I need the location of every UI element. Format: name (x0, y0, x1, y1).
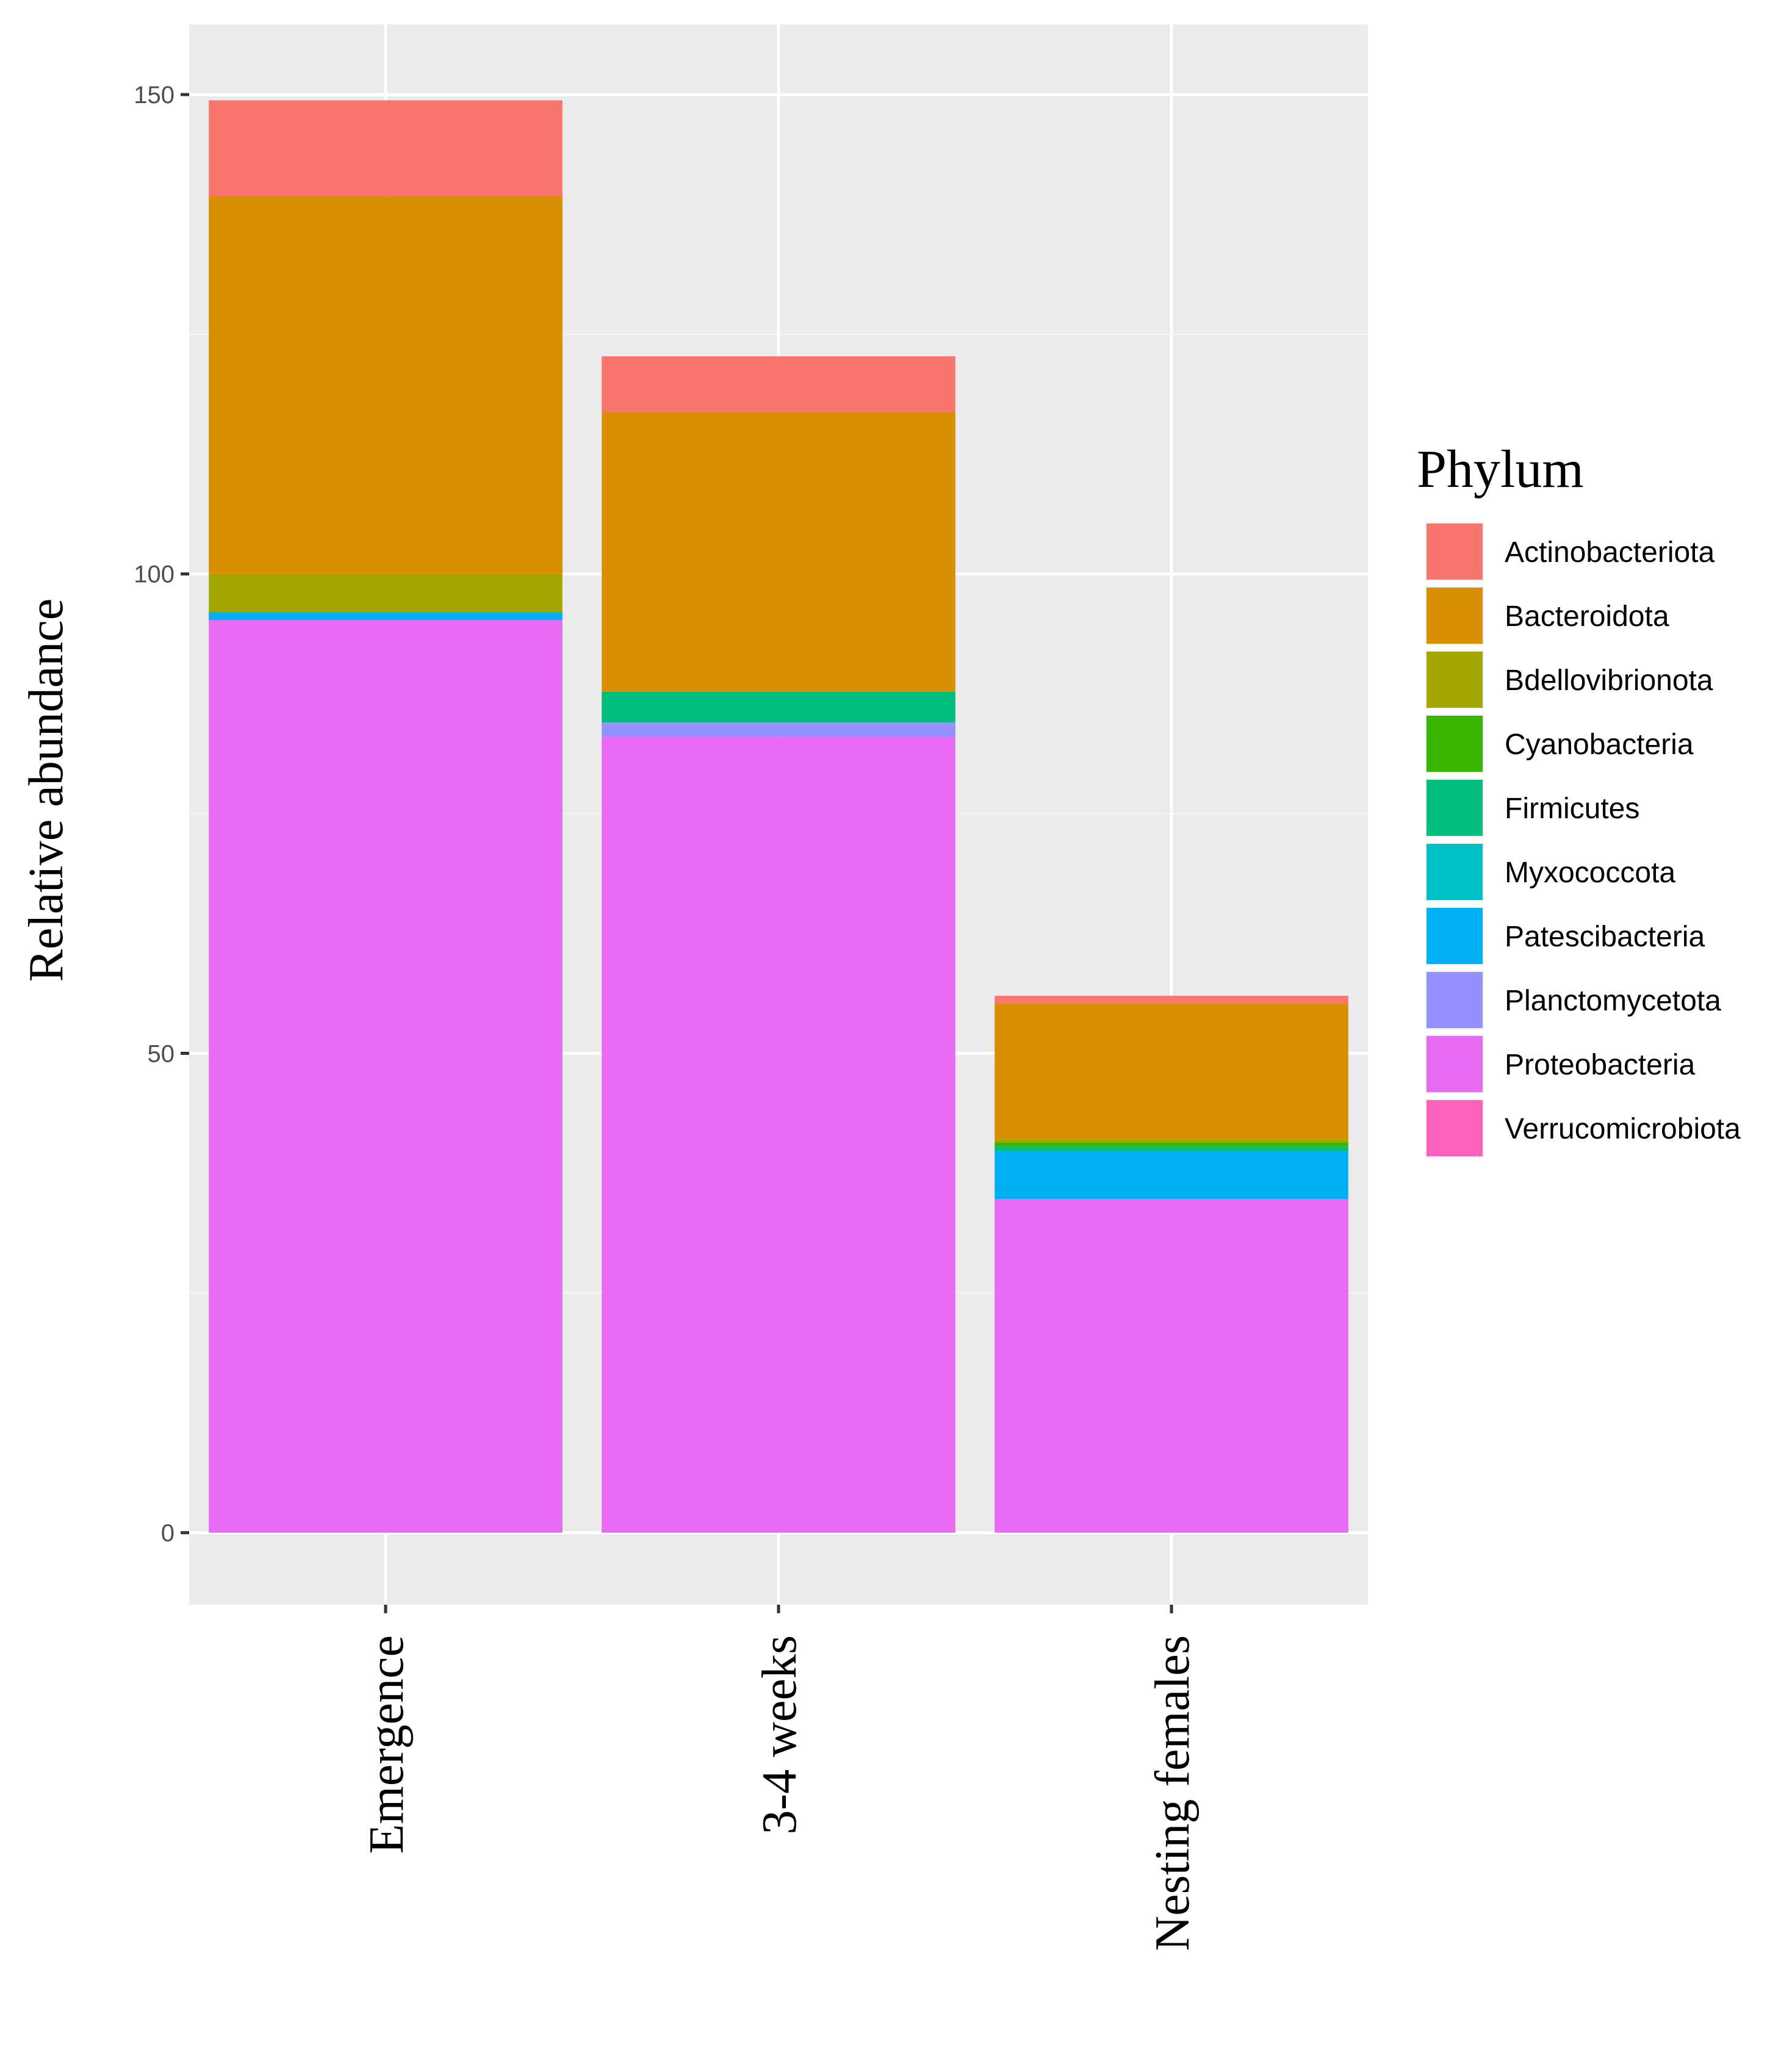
legend-label: Cyanobacteria (1505, 729, 1694, 761)
legend-swatch (1427, 780, 1483, 836)
legend-item-bacteroidota: Bacteroidota (1425, 586, 1669, 645)
legend-swatch (1427, 652, 1483, 708)
legend-label: Proteobacteria (1505, 1049, 1695, 1081)
legend-item-proteobacteria: Proteobacteria (1425, 1035, 1695, 1093)
x-tick-label-emergence: Emergence (360, 1635, 414, 1854)
legend-label: Verrucomicrobiota (1505, 1113, 1741, 1145)
bar-segment-actinobacteriota (602, 356, 955, 412)
bar-segment-actinobacteriota (209, 100, 563, 196)
legend-item-patescibacteria: Patescibacteria (1425, 907, 1705, 965)
y-tick-label: 0 (161, 1520, 175, 1547)
bar-segment-patescibacteria (995, 1151, 1348, 1200)
legend-label: Patescibacteria (1505, 921, 1705, 953)
legend-swatch (1427, 1036, 1483, 1092)
bar-segment-actinobacteriota (995, 996, 1348, 1004)
bar-segment-firmicutes (602, 691, 955, 723)
x-axis: Emergence 3-4 weeks Nesting females (360, 1605, 1200, 1951)
legend-swatch (1427, 844, 1483, 900)
legend-label: Firmicutes (1505, 793, 1639, 825)
bar-segment-proteobacteria (209, 620, 563, 1533)
legend-item-cyanobacteria: Cyanobacteria (1425, 714, 1694, 773)
y-axis: 0 50 100 150 (134, 82, 189, 1547)
bar-segment-bacteroidota (995, 1003, 1348, 1140)
bars (209, 100, 1348, 1533)
legend-label: Bacteroidota (1505, 600, 1669, 633)
bar-segment-proteobacteria (995, 1199, 1348, 1533)
legend-item-planctomycetota: Planctomycetota (1425, 971, 1721, 1029)
legend-item-actinobacteriota: Actinobacteriota (1425, 522, 1715, 581)
x-tick-label-3-4-weeks: 3-4 weeks (753, 1635, 807, 1835)
bar-segment-bacteroidota (602, 412, 955, 692)
legend-swatch (1427, 716, 1483, 772)
legend-label: Actinobacteriota (1505, 536, 1715, 569)
legend-item-verrucomicrobiota: Verrucomicrobiota (1425, 1099, 1741, 1157)
bar-segment-firmicutes (995, 1146, 1348, 1151)
bar-stack-3-4-weeks (602, 356, 955, 1533)
bar-stack-nesting-females (995, 996, 1348, 1533)
legend-item-bdellovibrionota: Bdellovibrionota (1425, 650, 1713, 709)
y-axis-title: Relative abundance (20, 599, 73, 982)
bar-segment-bdellovibrionota (995, 1139, 1348, 1143)
legend-label: Planctomycetota (1505, 985, 1721, 1017)
legend-swatch (1427, 524, 1483, 580)
y-tick-label: 150 (134, 82, 175, 109)
legend-label: Myxococcota (1505, 857, 1675, 889)
legend-title: Phylum (1417, 440, 1584, 499)
bar-segment-planctomycetota (602, 722, 955, 737)
legend-swatch (1427, 908, 1483, 964)
bar-segment-bdellovibrionota (209, 574, 563, 613)
bar-segment-patescibacteria (209, 612, 563, 621)
legend-item-myxococcota: Myxococcota (1425, 843, 1675, 901)
legend-label: Bdellovibrionota (1505, 664, 1713, 697)
legend-swatch (1427, 588, 1483, 644)
legend-swatch (1427, 1100, 1483, 1156)
bar-segment-cyanobacteria (995, 1142, 1348, 1146)
y-tick-label: 50 (148, 1040, 175, 1067)
legend-item-firmicutes: Firmicutes (1425, 779, 1639, 837)
bar-segment-bacteroidota (209, 196, 563, 574)
legend-swatch (1427, 972, 1483, 1028)
bar-stack-emergence (209, 100, 563, 1533)
x-tick-label-nesting-females: Nesting females (1146, 1635, 1200, 1951)
y-tick-label: 100 (134, 561, 175, 588)
legend: Actinobacteriota Bacteroidota Bdellovibrio… (1425, 522, 1741, 1157)
bar-segment-proteobacteria (602, 736, 955, 1533)
